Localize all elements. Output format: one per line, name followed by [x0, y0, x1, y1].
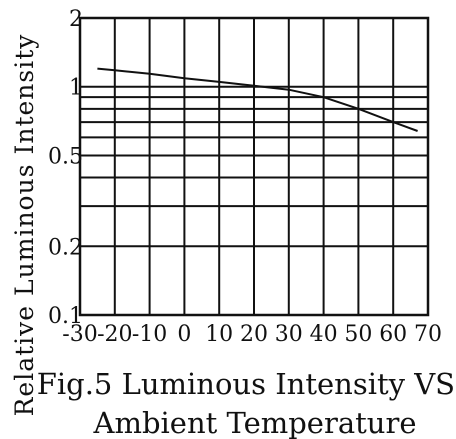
- x-tick-label: -30: [62, 322, 97, 347]
- x-tick-label: -20: [97, 322, 132, 347]
- x-tick-labels: -30 -20 -10 0 10 20 30 40 50 60 70: [62, 322, 442, 347]
- chart-title: Fig.5 Luminous Intensity VS.: [37, 367, 456, 401]
- y-tick-label: 1: [69, 76, 83, 101]
- x-tick-label: 50: [344, 322, 372, 347]
- y-tick-label: 0.2: [48, 235, 83, 260]
- y-tick-label: 2: [69, 7, 83, 32]
- y-axis-label: Relative Luminous Intensity: [10, 34, 39, 417]
- x-tick-label: 60: [379, 322, 407, 347]
- series-line: [97, 67, 418, 132]
- x-tick-label: -10: [132, 322, 167, 347]
- x-tick-label: 10: [205, 322, 233, 347]
- grid: [79, 17, 429, 316]
- x-tick-label: 20: [240, 322, 268, 347]
- plot-frame: [78, 16, 430, 317]
- x-tick-label: 40: [310, 322, 338, 347]
- x-tick-label: 30: [275, 322, 303, 347]
- y-tick-labels: 0.1 0.2 0.5 1 2: [48, 7, 83, 329]
- x-tick-label: 0: [177, 322, 191, 347]
- x-tick-label: 70: [414, 322, 442, 347]
- chart-subtitle: Ambient Temperature: [93, 406, 417, 439]
- y-tick-label: 0.1: [48, 304, 83, 329]
- y-tick-label: 0.5: [48, 144, 83, 169]
